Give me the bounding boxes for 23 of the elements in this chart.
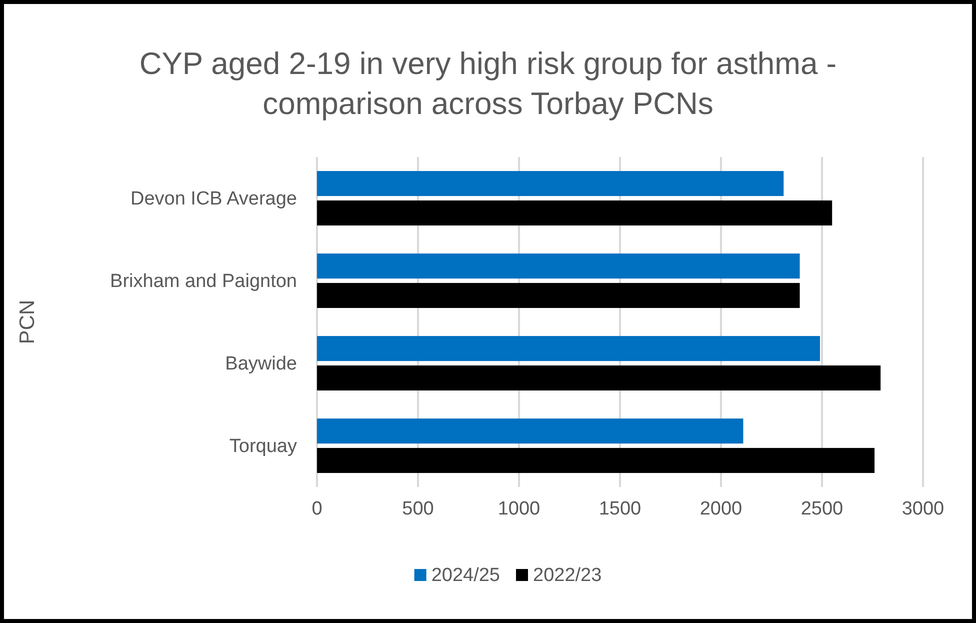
bar (317, 200, 832, 226)
x-tick-label: 500 (402, 498, 434, 520)
y-tick-label: Brixham and Paignton (110, 270, 297, 292)
y-tick-label: Devon ICB Average (130, 188, 297, 210)
x-tick-label: 2000 (700, 498, 742, 520)
bar (317, 171, 784, 196)
bar (317, 254, 800, 279)
bar (317, 336, 820, 362)
x-tick-label: 2500 (800, 498, 844, 520)
legend-label: 2022/23 (533, 565, 602, 586)
bar (317, 282, 800, 308)
bar (317, 418, 744, 444)
bar (317, 448, 875, 473)
legend-label: 2024/25 (431, 565, 500, 586)
x-tick-label: 3000 (902, 498, 944, 520)
chart-title: CYP aged 2-19 in very high risk group for asthma - comparison across Torbay PCNs (139, 46, 837, 121)
x-tick-label: 0 (312, 498, 322, 520)
y-tick-label: Baywide (225, 353, 297, 374)
y-tick-label: Torquay (229, 436, 298, 457)
y-axis-title: PCN (16, 300, 39, 344)
x-tick-label: 1500 (598, 498, 642, 520)
x-tick-label: 1000 (498, 498, 540, 520)
bar (317, 365, 881, 390)
